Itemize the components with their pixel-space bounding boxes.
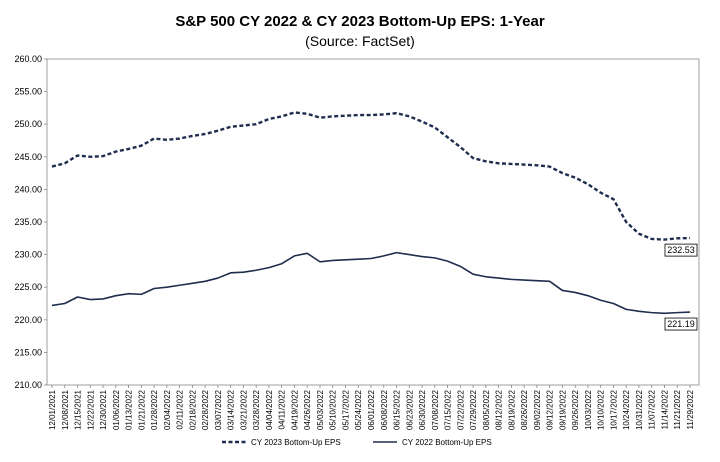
x-tick-label: 05/10/2022 bbox=[329, 389, 338, 430]
x-tick-label: 06/23/2022 bbox=[405, 389, 414, 430]
end-label-box bbox=[664, 243, 698, 257]
x-tick-label: 08/05/2022 bbox=[482, 389, 491, 430]
x-tick-label: 06/15/2022 bbox=[393, 389, 402, 430]
y-tick-label: 260.00 bbox=[14, 54, 42, 64]
y-tick-label: 250.00 bbox=[14, 119, 42, 129]
x-tick-label: 03/28/2022 bbox=[252, 389, 261, 430]
chart-title: S&P 500 CY 2022 & CY 2023 Bottom-Up EPS:… bbox=[175, 13, 544, 30]
y-tick-label: 210.00 bbox=[14, 380, 42, 390]
x-tick-label: 09/19/2022 bbox=[558, 389, 567, 430]
x-tick-label: 11/29/2022 bbox=[686, 389, 695, 429]
y-tick-label: 230.00 bbox=[14, 250, 42, 260]
x-tick-label: 04/04/2022 bbox=[265, 389, 274, 430]
x-tick-label: 11/21/2022 bbox=[673, 389, 682, 429]
x-tick-label: 06/30/2022 bbox=[418, 389, 427, 430]
y-axis: 210.00 215.00 220.00 225.00 230.00 235.00 240.… bbox=[14, 54, 47, 390]
x-tick-label: 05/24/2022 bbox=[354, 389, 363, 430]
x-tick-label: 04/26/2022 bbox=[303, 389, 312, 430]
x-axis: 12/01/2021 12/08/2021 12/15/2021 12/22/2021… bbox=[48, 385, 695, 430]
x-tick-label: 07/08/2022 bbox=[431, 389, 440, 430]
y-tick-label: 225.00 bbox=[14, 282, 42, 292]
x-tick-label: 12/08/2021 bbox=[61, 389, 70, 430]
y-tick-label: 245.00 bbox=[14, 152, 42, 162]
y-tick-label: 240.00 bbox=[14, 184, 42, 194]
y-tick-label: 255.00 bbox=[14, 87, 42, 97]
x-tick-label: 11/14/2022 bbox=[660, 389, 669, 429]
x-tick-label: 10/17/2022 bbox=[609, 389, 618, 430]
x-tick-label: 05/03/2022 bbox=[316, 389, 325, 430]
end-label-box bbox=[664, 317, 698, 331]
series-line-cy2023 bbox=[51, 111, 691, 241]
end-label-value: 232.53 bbox=[667, 245, 695, 255]
x-tick-label: 04/11/2022 bbox=[278, 389, 287, 429]
legend-label-cy2022: CY 2022 Bottom-Up EPS bbox=[402, 438, 492, 447]
legend-label-cy2023: CY 2023 Bottom-Up EPS bbox=[251, 438, 341, 447]
x-tick-label: 11/07/2022 bbox=[648, 389, 657, 429]
x-tick-label: 09/02/2022 bbox=[533, 389, 542, 430]
x-tick-label: 10/03/2022 bbox=[584, 389, 593, 430]
x-tick-label: 01/21/2022 bbox=[137, 389, 146, 430]
x-tick-label: 10/31/2022 bbox=[635, 389, 644, 430]
x-tick-label: 03/21/2022 bbox=[239, 389, 248, 430]
x-tick-label: 07/15/2022 bbox=[444, 389, 453, 430]
y-tick-label: 220.00 bbox=[14, 315, 42, 325]
legend: CY 2023 Bottom-Up EPS CY 2022 Bottom-Up … bbox=[222, 438, 492, 447]
x-tick-label: 06/08/2022 bbox=[380, 389, 389, 430]
x-tick-label: 03/07/2022 bbox=[214, 389, 223, 430]
series-line-cy2022 bbox=[51, 251, 691, 315]
x-tick-label: 10/24/2022 bbox=[622, 389, 631, 430]
x-tick-label: 01/06/2022 bbox=[112, 389, 121, 430]
end-labels: 232.53 221.19 bbox=[664, 243, 698, 331]
x-tick-label: 12/22/2021 bbox=[86, 389, 95, 430]
end-label-value: 221.19 bbox=[667, 319, 695, 329]
x-tick-label: 08/12/2022 bbox=[495, 389, 504, 430]
y-tick-label: 235.00 bbox=[14, 217, 42, 227]
plot-area bbox=[46, 58, 700, 386]
x-tick-label: 08/19/2022 bbox=[507, 389, 516, 430]
x-tick-label: 02/28/2022 bbox=[201, 389, 210, 430]
x-tick-label: 02/18/2022 bbox=[188, 389, 197, 430]
x-tick-label: 01/28/2022 bbox=[150, 389, 159, 430]
x-tick-label: 06/01/2022 bbox=[367, 389, 376, 430]
series-layer bbox=[51, 111, 691, 315]
x-tick-label: 12/15/2021 bbox=[74, 389, 83, 430]
y-tick-label: 215.00 bbox=[14, 347, 42, 357]
x-tick-label: 07/22/2022 bbox=[456, 389, 465, 430]
x-tick-label: 02/11/2022 bbox=[176, 389, 185, 429]
x-tick-label: 04/19/2022 bbox=[290, 389, 299, 430]
x-tick-label: 02/04/2022 bbox=[163, 389, 172, 430]
x-tick-label: 09/26/2022 bbox=[571, 389, 580, 430]
x-tick-label: 07/29/2022 bbox=[469, 389, 478, 430]
x-tick-label: 03/14/2022 bbox=[227, 389, 236, 430]
x-tick-label: 01/13/2022 bbox=[125, 389, 134, 430]
x-tick-label: 08/26/2022 bbox=[520, 389, 529, 430]
chart-subtitle: (Source: FactSet) bbox=[305, 33, 415, 49]
x-tick-label: 12/30/2021 bbox=[99, 389, 108, 430]
x-tick-label: 05/17/2022 bbox=[341, 389, 350, 430]
x-tick-label: 10/10/2022 bbox=[597, 389, 606, 430]
x-tick-label: 12/01/2021 bbox=[48, 389, 57, 430]
x-tick-label: 09/12/2022 bbox=[546, 389, 555, 430]
